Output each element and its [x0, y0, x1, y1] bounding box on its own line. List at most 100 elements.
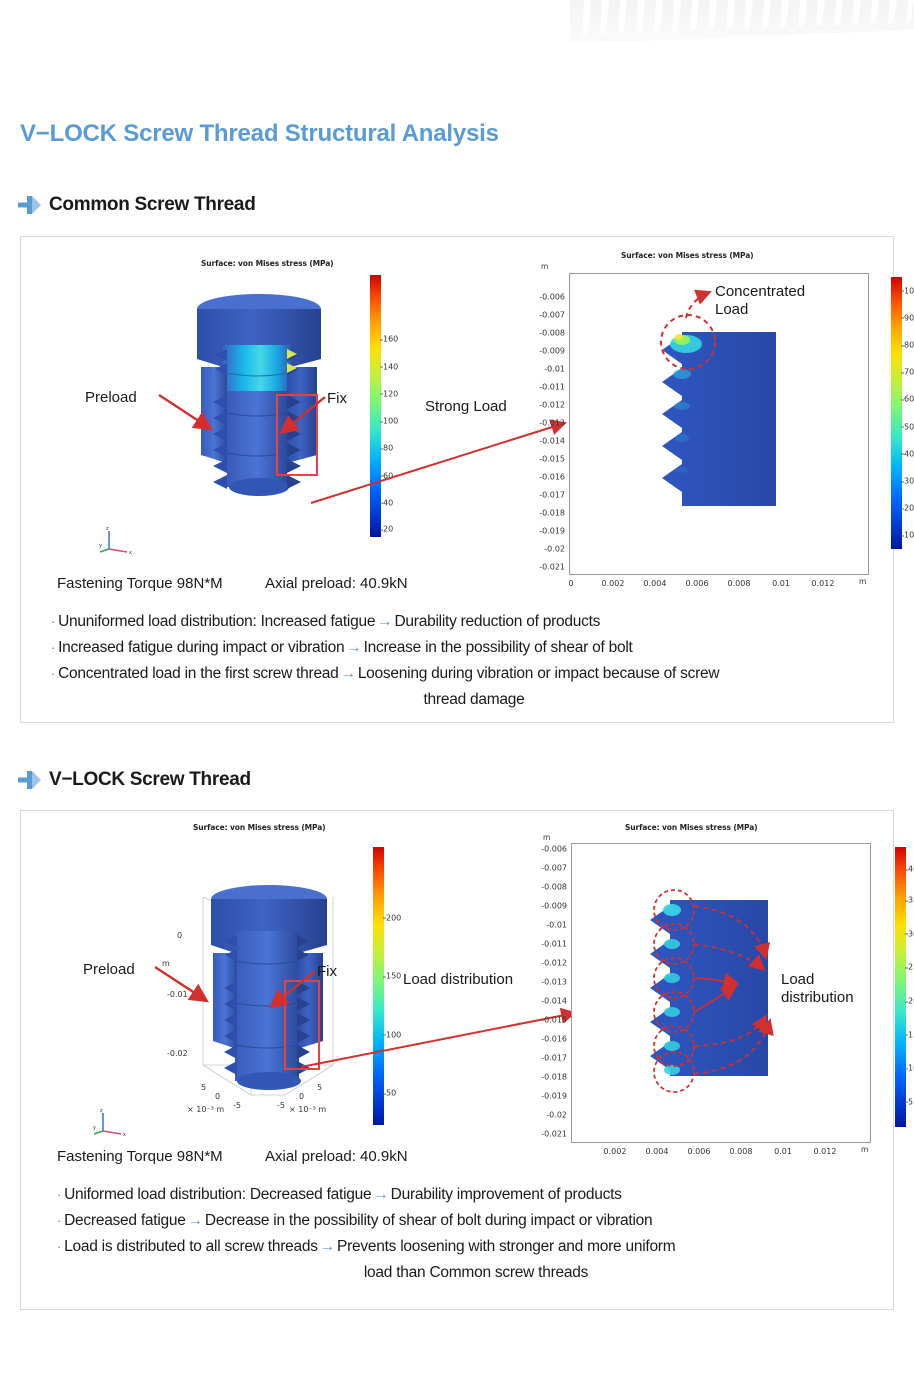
y-tick: -0.016	[541, 1034, 567, 1044]
caption-torque-common: Fastening Torque 98N*M	[57, 575, 223, 592]
y-tick: -0.012	[539, 400, 565, 410]
axis-unit-3d-x-left: × 10⁻³ m	[187, 1105, 225, 1114]
bullet-text-before: Concentrated load in the first screw thr…	[58, 665, 339, 682]
plot-2d-vlock: m -0.006 -0.007 -0.008 -0.009 -0.01 -0.0…	[519, 833, 891, 1159]
label-preload-common: Preload	[85, 389, 137, 406]
bullet-dot: ·	[51, 640, 56, 655]
plot-title-3d-common: Surface: von Mises stress (MPa)	[201, 259, 334, 268]
annotation-line-1: Load	[781, 971, 815, 988]
bullet-text-after: Durability improvement of products	[390, 1186, 622, 1203]
bullet-continuation: load than Common screw threads	[363, 1264, 589, 1281]
y-tick: -0.009	[541, 901, 567, 911]
bullet-text-before: Decreased fatigue	[64, 1212, 186, 1229]
arrow-preload-common	[158, 393, 214, 431]
axis-tick-3d-x-right-2: 5	[317, 1083, 323, 1092]
y-tick: -0.008	[539, 328, 565, 338]
list-item: · Increased fatigue during impact or vibr…	[51, 635, 897, 661]
y-tick: -0.019	[541, 1091, 567, 1101]
thread-watermark-decoration	[570, 0, 914, 52]
colorbar-3d-common: 160 140 120 100 80 60 40 20	[370, 275, 414, 537]
x-tick: 0.002	[601, 579, 625, 588]
plot-frame-vlock	[571, 843, 871, 1143]
x-tick: 0.01	[774, 1147, 792, 1156]
caption-preload-vlock: Axial preload: 40.9kN	[265, 1148, 408, 1165]
coordinate-triad-icon-vlock: z x y	[93, 1107, 133, 1142]
y-tick: -0.018	[539, 508, 565, 518]
svg-text:z: z	[106, 526, 109, 532]
y-tick: -0.021	[541, 1129, 567, 1139]
section-heading-vlock: V−LOCK Screw Thread	[18, 769, 251, 791]
list-item: · Concentrated load in the first screw th…	[51, 661, 897, 687]
y-tick: -0.015	[541, 1015, 567, 1025]
coordinate-triad-icon-common: z x y	[99, 525, 139, 560]
render-3d-common-bolt	[171, 287, 351, 547]
y-tick: -0.02	[546, 1110, 567, 1120]
bullet-dot: ·	[57, 1239, 62, 1254]
colorbar-tick: 20	[904, 997, 914, 1006]
label-strong-load: Strong Load	[425, 398, 507, 415]
label-fix-vlock: Fix	[317, 963, 337, 980]
x-tick: 0.012	[813, 1147, 837, 1156]
caption-preload-common: Axial preload: 40.9kN	[265, 575, 408, 592]
y-tick: -0.019	[539, 526, 565, 536]
y-axis-unit-common: m	[541, 262, 549, 271]
colorbar-tick: 30	[904, 929, 914, 938]
colorbar-tick: 90	[900, 313, 914, 323]
annotation-line-1: Concentrated	[715, 283, 806, 300]
axis-unit-3d-x-right: × 10⁻³ m	[289, 1105, 327, 1114]
x-tick: 0.004	[645, 1147, 669, 1156]
bullet-text-after: Durability reduction of products	[394, 613, 601, 630]
bullet-text-before: Ununiformed load distribution: Increased…	[58, 613, 376, 630]
arrow-glyph: →	[340, 665, 357, 682]
list-item: · Ununiformed load distribution: Increase…	[51, 609, 897, 635]
y-tick: -0.011	[541, 939, 567, 949]
bullet-text-after: Loosening during vibration or impact bec…	[357, 665, 720, 682]
axis-unit-3d-y: m	[162, 959, 170, 968]
axis-tick-3d-x-right-1: 0	[299, 1092, 305, 1101]
colorbar-gradient	[373, 847, 384, 1125]
x-tick: 0.008	[727, 579, 751, 588]
colorbar-2d-common: 100 90 80 70 60 50 40 30 20 10	[891, 277, 914, 549]
y-tick: -0.012	[541, 958, 567, 968]
bullet-text-after: Increase in the possibility of shear of …	[363, 639, 633, 656]
colorbar-tick: 50	[900, 422, 914, 432]
plot-title-3d-vlock: Surface: von Mises stress (MPa)	[193, 823, 326, 832]
x-tick: 0.006	[687, 1147, 711, 1156]
colorbar-gradient	[370, 275, 381, 537]
y-tick: -0.006	[541, 844, 567, 854]
plot-frame-common	[569, 273, 869, 575]
colorbar-tick: 40	[900, 449, 914, 459]
axis-tick-3d-y0: 0	[177, 931, 183, 940]
x-axis-unit-common: m	[859, 577, 867, 586]
svg-text:x: x	[123, 1132, 126, 1137]
arrow-fix-common	[279, 396, 326, 435]
y-tick: -0.014	[541, 996, 567, 1006]
x-tick: 0.002	[603, 1147, 627, 1156]
arrow-plus-icon	[18, 769, 42, 791]
plot-2d-common: m -0.006 -0.007 -0.008 -0.009 -0.01 -0.0…	[519, 261, 889, 588]
panel-common-screw-thread: Surface: von Mises stress (MPa)	[20, 236, 914, 723]
y-tick: -0.01	[544, 364, 565, 374]
axis-tick-3d-x-left-1: 0	[215, 1092, 221, 1101]
bullet-text-before: Uniformed load distribution: Decreased f…	[64, 1186, 372, 1203]
y-tick: -0.014	[539, 436, 565, 446]
y-tick: -0.017	[539, 490, 565, 500]
colorbar-tick: 10	[904, 1064, 914, 1073]
colorbar-tick: 40	[904, 865, 914, 874]
annotation-concentrated-load: Concentrated Load	[715, 283, 805, 319]
colorbar-tick: 80	[379, 443, 394, 453]
bullet-dot: ·	[51, 666, 56, 681]
svg-text:z: z	[100, 1108, 103, 1114]
colorbar-tick: 120	[379, 389, 399, 399]
colorbar-2d-vlock: 40 35 30 25 20 15 10 5	[895, 847, 914, 1127]
y-tick: -0.008	[541, 882, 567, 892]
bullet-list-common: · Ununiformed load distribution: Increase…	[51, 609, 897, 713]
axis-tick-3d-y2: -0.02	[167, 1049, 188, 1058]
label-fix-common: Fix	[327, 390, 347, 407]
x-tick: 0.008	[729, 1147, 753, 1156]
arrow-plus-icon	[18, 194, 42, 216]
y-axis-unit-vlock: m	[543, 833, 551, 842]
arrow-glyph: →	[377, 613, 393, 630]
colorbar-tick: 20	[900, 503, 914, 513]
